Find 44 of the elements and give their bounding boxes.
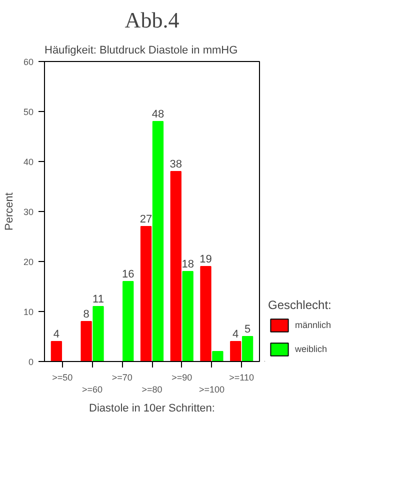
- legend-label: männlich: [295, 320, 332, 330]
- x-tick-label: >=90: [172, 372, 192, 382]
- bar: [182, 271, 194, 362]
- x-tick-label: >=110: [229, 372, 254, 382]
- bar: [92, 306, 104, 362]
- bar: [122, 281, 134, 362]
- bar: [200, 266, 212, 362]
- x-tick-label: >=50: [52, 372, 73, 382]
- y-tick-label: 30: [23, 207, 34, 217]
- bar: [230, 341, 242, 362]
- legend-label: weiblich: [295, 344, 328, 354]
- data-label: 4: [53, 328, 60, 340]
- data-label: 48: [152, 108, 164, 120]
- legend-title: Geschlecht:: [268, 298, 332, 312]
- data-label: 8: [83, 308, 90, 320]
- x-tick-label: >=60: [82, 384, 103, 394]
- data-label: 11: [92, 294, 104, 306]
- chart-subtitle: Häufigkeit: Blutdruck Diastole in mmHG: [44, 44, 238, 56]
- x-tick-label: >=70: [112, 372, 132, 382]
- bar: [80, 321, 92, 362]
- data-label: 38: [170, 158, 182, 170]
- data-label: 27: [140, 214, 152, 226]
- x-tick-label: >=80: [142, 384, 162, 394]
- data-label: 19: [200, 254, 212, 266]
- y-tick-label: 10: [23, 307, 34, 317]
- data-label: 18: [182, 258, 194, 270]
- bar: [242, 336, 254, 362]
- x-axis-title: Diastole in 10er Schritten:: [89, 402, 215, 414]
- bar: [50, 341, 62, 362]
- y-tick-label: 50: [23, 107, 34, 117]
- x-tick-label: >=100: [198, 384, 224, 394]
- y-tick-label: 40: [23, 157, 34, 167]
- y-tick-label: 0: [28, 357, 34, 367]
- bar: [170, 171, 182, 362]
- y-tick-label: 20: [23, 257, 34, 267]
- data-label: 16: [122, 268, 134, 280]
- bar: [140, 226, 152, 362]
- data-label: 5: [244, 324, 251, 336]
- y-axis-title: Percent: [3, 192, 16, 230]
- chart-title: Abb.4: [124, 8, 180, 32]
- data-label: 4: [232, 328, 239, 340]
- bar: [152, 121, 164, 362]
- y-tick-label: 60: [23, 57, 34, 67]
- bar: [212, 351, 224, 362]
